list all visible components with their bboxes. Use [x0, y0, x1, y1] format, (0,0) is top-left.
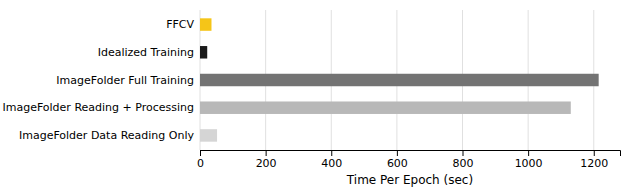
x-tick: 1000 [515, 150, 543, 170]
x-axis-title: Time Per Epoch (sec) [346, 173, 473, 187]
x-tick-label: 1000 [515, 157, 543, 170]
x-tick-label: 600 [387, 157, 408, 170]
x-tick-mark [266, 150, 267, 156]
y-tick: ImageFolder Full Training [56, 74, 194, 87]
y-tick-label: ImageFolder Full Training [56, 74, 194, 87]
y-tick: FFCV [166, 18, 194, 31]
x-tick: 400 [321, 150, 342, 170]
y-tick: ImageFolder Data Reading Only [19, 129, 195, 142]
y-tick-label: Idealized Training [98, 46, 194, 59]
bar [200, 18, 211, 30]
x-tick-label: 200 [256, 157, 277, 170]
x-tick-label: 800 [453, 157, 474, 170]
x-axis: 0 200 400 600 800 1000 1200 [197, 150, 621, 170]
x-tick: 800 [453, 150, 474, 170]
x-tick-label: 1200 [580, 157, 608, 170]
y-tick: Idealized Training [98, 46, 194, 59]
x-tick-mark [200, 150, 201, 156]
x-tick: 1200 [580, 150, 608, 170]
bar [200, 101, 571, 113]
x-tick-mark [528, 150, 529, 156]
x-tick: 600 [387, 150, 408, 170]
y-tick-label: ImageFolder Data Reading Only [19, 129, 195, 142]
x-tick-label: 400 [321, 157, 342, 170]
x-tick-label: 0 [197, 157, 204, 170]
bar [200, 74, 599, 86]
x-tick: 0 [197, 150, 204, 170]
y-tick: ImageFolder Reading + Processing [2, 101, 194, 114]
bars [200, 18, 599, 141]
x-tick-mark [397, 150, 398, 156]
bar [200, 129, 217, 141]
x-tick-mark [594, 150, 595, 156]
y-axis: FFCV Idealized Training ImageFolder Full T… [2, 18, 194, 142]
y-tick-label: ImageFolder Reading + Processing [2, 101, 194, 114]
y-tick-label: FFCV [166, 18, 194, 31]
x-axis-line [201, 151, 621, 157]
x-tick: 200 [256, 150, 277, 170]
plot: 0 200 400 600 800 1000 1200 FFCV Idealized Train… [2, 10, 620, 187]
x-tick-mark [463, 150, 464, 156]
chart: 0 200 400 600 800 1000 1200 FFCV Idealized Train… [0, 0, 640, 190]
x-tick-mark [331, 150, 332, 156]
bar [200, 46, 207, 58]
